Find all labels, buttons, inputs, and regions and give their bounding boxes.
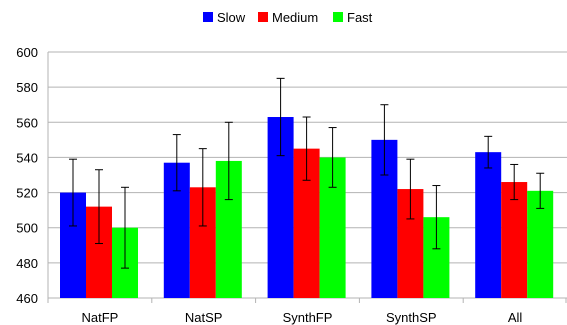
legend-item-fast: Fast — [333, 8, 372, 26]
x-tick-label: SynthSP — [386, 310, 437, 325]
y-tick-label: 540 — [16, 150, 38, 165]
bar-medium-all — [501, 182, 528, 298]
y-tick-label: 520 — [16, 186, 38, 201]
y-tick-label: 500 — [16, 221, 38, 236]
legend-label-fast: Fast — [347, 9, 373, 25]
legend-label-slow: Slow — [217, 9, 246, 25]
legend-swatch-slow — [203, 12, 213, 22]
x-tick-label: NatSP — [185, 310, 223, 325]
y-tick-label: 600 — [16, 45, 38, 60]
legend-item-slow: Slow — [203, 8, 245, 26]
y-tick-label: 480 — [16, 256, 38, 271]
x-tick-label: SynthFP — [283, 310, 333, 325]
legend-label-medium: Medium — [272, 9, 319, 25]
x-tick-label: All — [508, 310, 523, 325]
legend-swatch-fast — [333, 12, 343, 22]
bar-slow-all — [475, 152, 502, 298]
x-tick-label: NatFP — [81, 310, 118, 325]
legend-item-medium: Medium — [258, 8, 318, 26]
y-tick-label: 460 — [16, 291, 38, 306]
y-tick-label: 560 — [16, 115, 38, 130]
y-tick-label: 580 — [16, 80, 38, 95]
legend: Slow Medium Fast — [0, 8, 567, 26]
legend-swatch-medium — [258, 12, 268, 22]
